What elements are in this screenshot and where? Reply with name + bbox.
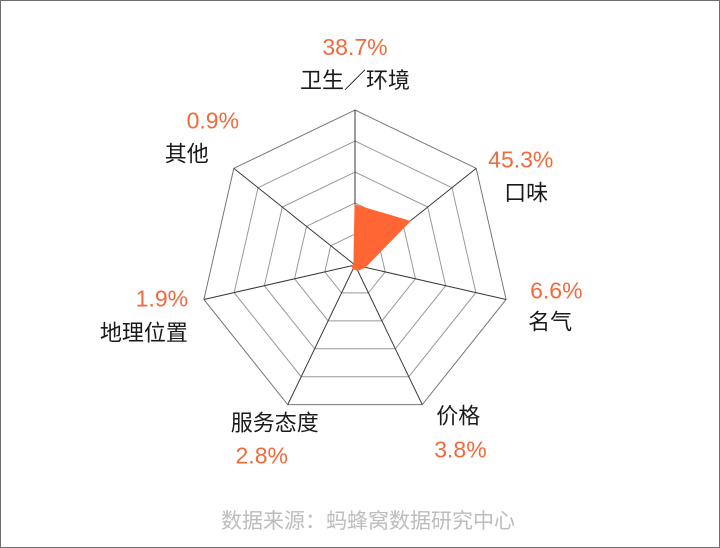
value-label: 6.6% [530, 277, 582, 303]
category-label: 其他 [165, 142, 209, 167]
spoke-line [354, 264, 423, 405]
spoke-line [287, 264, 356, 405]
value-label: 2.8% [236, 443, 288, 469]
value-label: 0.9% [187, 107, 239, 133]
grid-ring [233, 140, 477, 378]
source-note: 数据来源：蚂蜂窝数据研究中心 [221, 509, 515, 533]
value-label: 1.9% [136, 285, 188, 311]
value-label: 3.8% [434, 437, 486, 463]
data-polygon [351, 204, 411, 271]
category-label: 名气 [528, 310, 572, 335]
category-label: 服务态度 [231, 412, 319, 437]
grid-ring [263, 171, 447, 350]
grid-ring [203, 109, 507, 406]
spokes [203, 110, 507, 405]
spoke-line [233, 167, 356, 266]
category-label: 地理位置 [100, 321, 188, 346]
category-label: 卫生／环境 [300, 69, 410, 94]
grid-ring [294, 202, 416, 322]
value-label: 45.3% [488, 146, 553, 172]
value-label: 38.7% [322, 34, 387, 60]
category-label: 价格 [436, 405, 480, 430]
spoke-line [354, 264, 507, 300]
axis-labels: 卫生／环境 38.7% 口味 45.3% 名气 6.6% 价格 3.8% 服务态度 2.8% 地理位… [100, 34, 583, 469]
spoke-line [203, 264, 356, 300]
category-label: 口味 [504, 181, 548, 206]
